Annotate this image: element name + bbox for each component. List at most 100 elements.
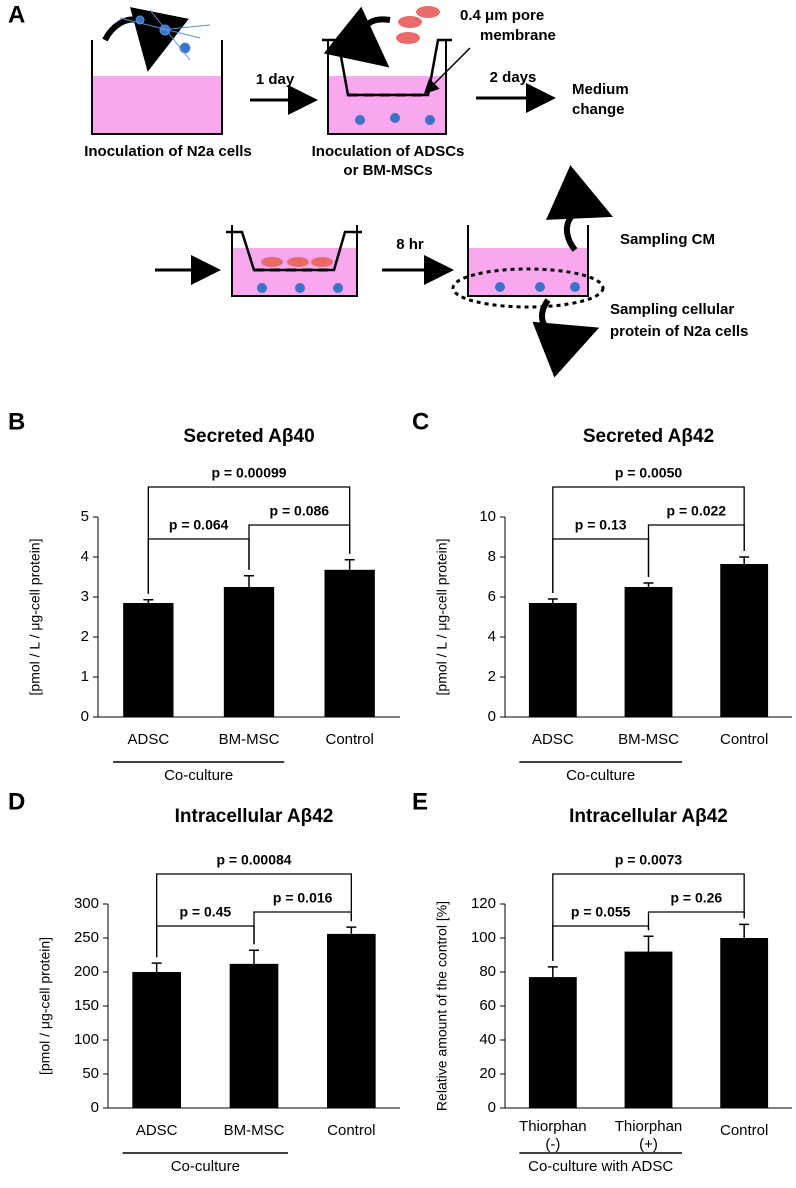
p-value: p = 0.022 — [667, 503, 727, 519]
group-label: Co-culture — [566, 767, 635, 784]
step-label: Inoculation of N2a cells — [84, 143, 252, 160]
error-bar — [643, 582, 654, 587]
y-tick-label: 0 — [91, 1099, 99, 1116]
y-tick-label: 0 — [488, 1099, 496, 1116]
y-axis-label: Relative amount of the control [%] — [434, 901, 450, 1111]
group-label: Co-culture with ADSC — [528, 1158, 673, 1175]
step-label: Medium — [572, 81, 629, 98]
x-tick-label: Control — [720, 731, 768, 748]
significance-bracket — [552, 873, 745, 961]
y-tick-label: 120 — [471, 895, 496, 912]
panel-letter: E — [412, 788, 428, 815]
significance-bracket — [552, 486, 745, 593]
y-tick-label: 4 — [488, 628, 496, 645]
bar — [123, 603, 174, 717]
y-tick-label: 4 — [81, 548, 89, 565]
y-tick-label: 250 — [74, 929, 99, 946]
error-bar — [643, 935, 654, 952]
curved-arrow — [102, 7, 189, 72]
significance-bracket — [552, 538, 650, 593]
p-value: p = 0.26 — [670, 890, 722, 906]
x-tick-label: ADSC — [532, 731, 574, 748]
x-tick-label: BM-MSC — [618, 731, 679, 748]
p-value: p = 0.0073 — [615, 852, 683, 868]
membrane-label: 0.4 μm pore — [460, 7, 544, 24]
y-tick-label: 1 — [81, 668, 89, 685]
error-bar — [244, 575, 254, 587]
bar — [528, 977, 577, 1108]
p-value: p = 0.00084 — [216, 852, 291, 868]
p-value: p = 0.13 — [575, 517, 627, 533]
y-tick-label: 6 — [488, 588, 496, 605]
well — [467, 225, 589, 297]
y-tick-label: 200 — [74, 963, 99, 980]
p-value: p = 0.00099 — [211, 465, 286, 481]
y-tick-label: 0 — [81, 708, 89, 725]
error-bar — [249, 949, 259, 964]
error-bar — [739, 923, 750, 938]
sample-label: Sampling CM — [620, 231, 715, 248]
x-tick-label: Control — [720, 1122, 768, 1139]
y-tick-label: 40 — [479, 1031, 496, 1048]
arrow-label: 1 day — [256, 71, 295, 88]
bar — [720, 938, 769, 1108]
bar — [132, 972, 181, 1108]
bar — [229, 963, 279, 1108]
dotted-region — [451, 267, 605, 309]
bar — [223, 587, 275, 717]
neurons — [257, 283, 343, 293]
chart-title: Intracellular Aβ42 — [175, 806, 334, 827]
bar — [720, 564, 769, 717]
neurons — [119, 9, 211, 61]
y-axis-label: [pmol / L / μg-cell protein] — [27, 539, 43, 696]
significance-bracket — [248, 524, 351, 570]
p-value: p = 0.0050 — [615, 465, 683, 481]
neurons — [495, 282, 580, 292]
error-bar — [151, 962, 162, 972]
x-tick-label: Thiorphan (+) — [615, 1118, 683, 1153]
well — [231, 225, 358, 297]
error-bar — [547, 598, 558, 603]
error-bar — [143, 599, 154, 603]
error-bar — [739, 556, 750, 564]
p-value: p = 0.086 — [270, 503, 330, 519]
sample-label: protein of N2a cells — [610, 323, 748, 340]
y-tick-label: 50 — [82, 1065, 99, 1082]
bar — [528, 603, 577, 717]
arrow-label: 2 days — [490, 69, 537, 86]
chart-title: Secreted Aβ42 — [583, 426, 714, 447]
curved-arrow — [545, 165, 613, 252]
y-tick-label: 300 — [74, 895, 99, 912]
y-tick-label: 2 — [488, 668, 496, 685]
panel-letter: A — [8, 1, 25, 28]
arrow-label: 8 hr — [396, 236, 424, 253]
y-axis-label: [pmol / μg-cell protein] — [37, 937, 53, 1075]
stem-cells — [396, 6, 440, 44]
well — [91, 40, 223, 135]
p-value: p = 0.45 — [179, 904, 231, 920]
neurons — [355, 113, 435, 125]
p-value: p = 0.064 — [169, 517, 229, 533]
error-bar — [547, 966, 558, 978]
p-value: p = 0.055 — [571, 904, 631, 920]
y-tick-label: 3 — [81, 588, 89, 605]
pointer — [423, 47, 471, 95]
bar — [624, 951, 673, 1108]
y-tick-label: 80 — [479, 963, 496, 980]
group-label: Co-culture — [171, 1158, 240, 1175]
bar — [324, 569, 375, 717]
y-tick-label: 100 — [74, 1031, 99, 1048]
sample-label: Sampling cellular — [610, 301, 734, 318]
diagram: A Inoculation of N2a cells 1 day Inocula… — [8, 1, 748, 378]
x-tick-label: ADSC — [136, 1122, 178, 1139]
error-bar — [344, 559, 355, 570]
p-value: p = 0.016 — [273, 890, 333, 906]
medium — [92, 76, 222, 134]
bar — [624, 587, 673, 717]
curved-arrow — [323, 6, 391, 68]
y-tick-label: 10 — [479, 508, 496, 525]
x-tick-label: BM-MSC — [219, 731, 280, 748]
chart-title: Secreted Aβ40 — [183, 426, 314, 447]
x-tick-label: ADSC — [127, 731, 169, 748]
